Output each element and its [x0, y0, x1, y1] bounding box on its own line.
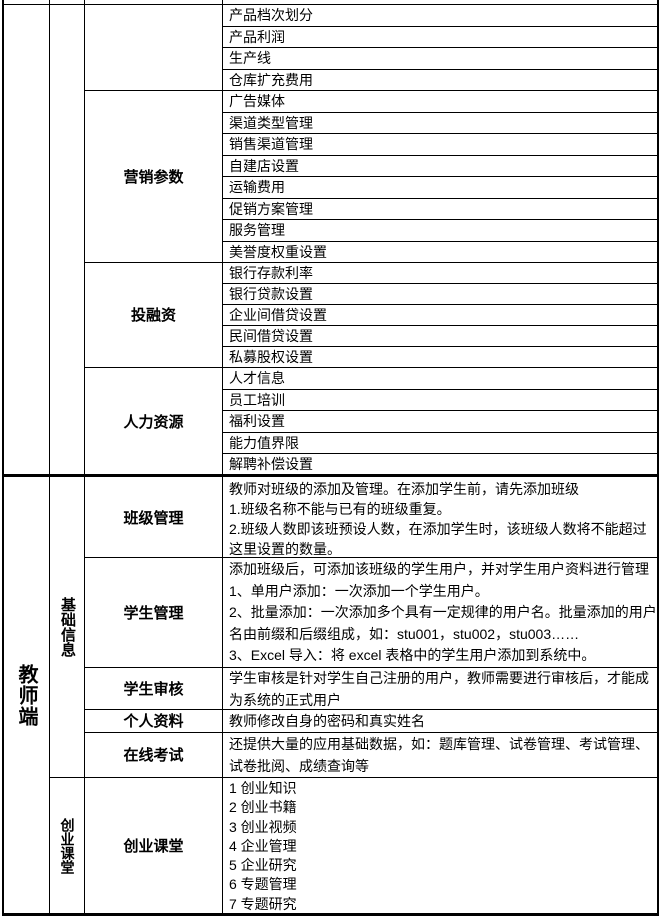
feature-item: 能力值界限: [229, 434, 299, 451]
category-label-online-exam: 在线考试: [123, 747, 184, 764]
section-divider: [2, 474, 659, 477]
feature-description: 还提供大量的应用基础数据，如：题库管理、试卷管理、考试管理、 试卷批阅、成绩查询…: [229, 736, 649, 774]
grid-line: [222, 389, 659, 390]
category-label-student-review: 学生审核: [123, 680, 184, 698]
feature-item: 银行存款利率: [229, 264, 313, 281]
grid-line: [222, 198, 659, 199]
grid-line: [222, 133, 659, 134]
grid-line: [222, 453, 659, 454]
feature-item: 福利设置: [229, 413, 285, 429]
category-label-startup-classroom: 创业课堂: [123, 837, 184, 855]
table-right-border: [657, 0, 659, 916]
feature-item: 员工培训: [229, 391, 285, 408]
feature-item: 产品档次划分: [229, 7, 313, 23]
table-left-border: [2, 0, 4, 916]
feature-item: 私募股权设置: [229, 348, 313, 365]
feature-item: 生产线: [229, 50, 271, 66]
feature-description: 学生审核是针对学生自己注册的用户，教师需要进行审核后，才能成 为系统的正式用户: [229, 670, 649, 708]
feature-item: 服务管理: [229, 222, 285, 238]
feature-description: 教师对班级的添加及管理。在添加学生前，请先添加班级 1.班级名称不能与已有的班级…: [229, 481, 647, 556]
feature-item: 促销方案管理: [229, 200, 313, 217]
section-label-teacher-side: 教师端: [15, 663, 37, 727]
grid-line: [222, 69, 659, 70]
grid-line: [222, 410, 659, 411]
grid-line: [84, 90, 659, 91]
feature-description: 教师修改自身的密码和真实姓名: [229, 713, 425, 729]
grid-line: [84, 0, 85, 913]
category-label-class-management: 班级管理: [123, 509, 184, 527]
feature-item: 企业间借贷设置: [229, 306, 327, 323]
grid-line: [84, 709, 659, 710]
grid-line: [222, 241, 659, 242]
category-label-marketing-params: 营销参数: [123, 168, 184, 186]
grid-line: [84, 667, 659, 668]
grid-line: [222, 47, 659, 48]
feature-item: 民间借贷设置: [229, 327, 313, 344]
feature-item: 运输费用: [229, 179, 285, 195]
feature-item: 产品利润: [229, 28, 285, 45]
feature-item: 美誉度权重设置: [229, 243, 327, 260]
feature-item: 银行贷款设置: [229, 285, 313, 302]
feature-item: 仓库扩充费用: [229, 71, 313, 88]
feature-description: 添加班级后，可添加该班级的学生用户，并对学生用户资料进行管理 1、单用户添加：一…: [229, 561, 657, 663]
feature-item: 渠道类型管理: [229, 114, 313, 131]
feature-item: 解聘补偿设置: [229, 455, 313, 472]
grid-line: [222, 26, 659, 27]
feature-item: 自建店设置: [229, 157, 299, 174]
grid-line: [222, 155, 659, 156]
grid-line: [49, 0, 50, 913]
grid-line: [84, 732, 659, 733]
grid-line: [84, 367, 659, 368]
grid-line: [49, 777, 659, 778]
grid-line: [222, 432, 659, 433]
category-label-financing: 投融资: [130, 307, 176, 324]
feature-item: 人才信息: [229, 370, 285, 386]
grid-line: [2, 4, 659, 5]
grid-line: [222, 176, 659, 177]
feature-item: 销售渠道管理: [229, 136, 313, 152]
category-label-student-management: 学生管理: [123, 604, 184, 622]
grid-line: [84, 557, 659, 558]
grid-line: [222, 325, 659, 326]
feature-description: 1 创业知识 2 创业书籍 3 创业视频 4 企业管理 5 企业研究 6 专题管…: [229, 780, 297, 912]
category-label-human-resources: 人力资源: [123, 413, 184, 431]
grid-line: [222, 112, 659, 113]
category-label-personal-profile: 个人资料: [123, 713, 184, 730]
subsection-label-startup-classroom: 创业课堂: [59, 817, 76, 874]
grid-line: [222, 0, 223, 913]
grid-line: [222, 219, 659, 220]
table-bottom-border: [2, 913, 659, 916]
grid-line: [222, 346, 659, 347]
subsection-label-basic-info: 基础信息: [59, 597, 76, 657]
grid-line: [84, 262, 659, 263]
grid-line: [222, 304, 659, 305]
feature-item: 广告媒体: [229, 93, 285, 109]
grid-line: [222, 283, 659, 284]
